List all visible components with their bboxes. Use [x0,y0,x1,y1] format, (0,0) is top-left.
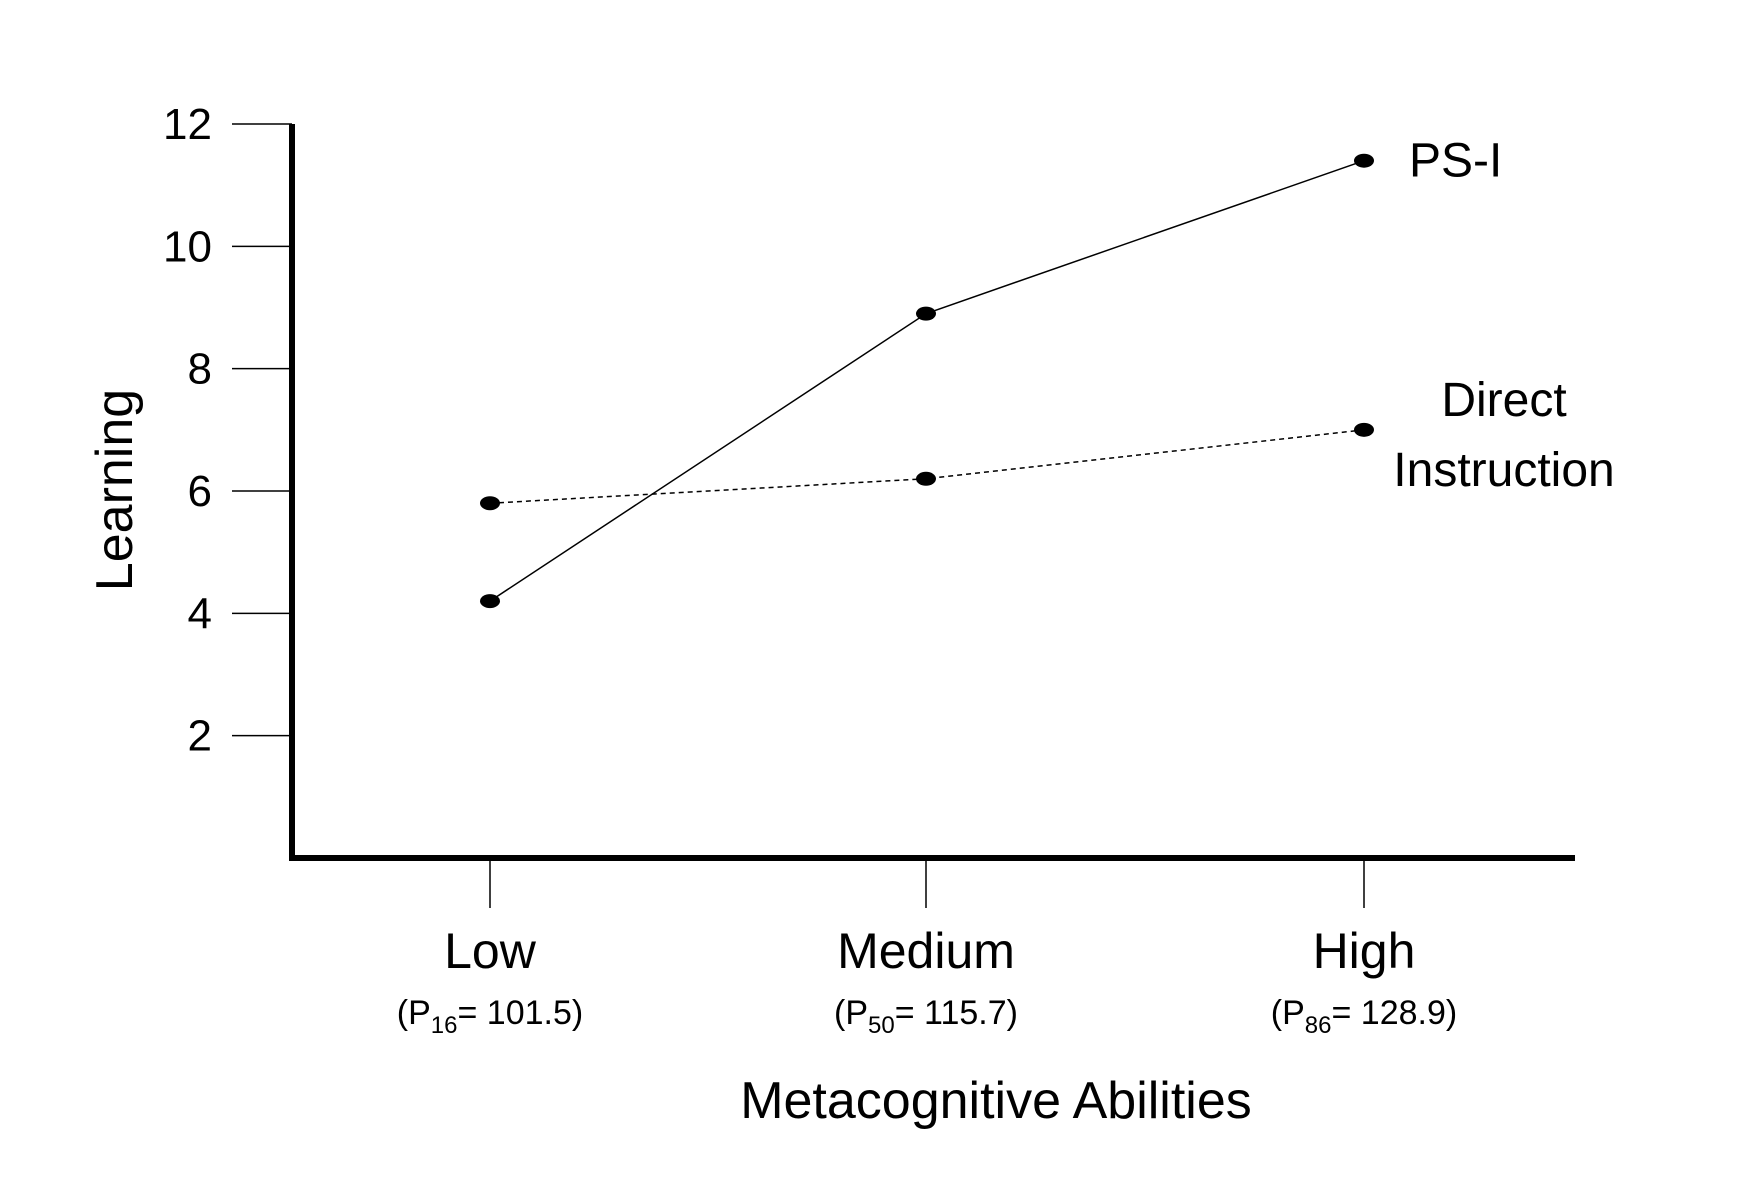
data-point [916,306,936,321]
y-axis: 2 4 6 8 10 12 [163,100,295,861]
x-tick-sublabel: (P86= 128.9) [1271,994,1457,1039]
y-tick-label: 4 [188,589,212,638]
y-tick-label: 6 [188,467,212,516]
y-tick-label: 8 [188,345,212,394]
data-point [916,471,936,486]
y-tick-label: 12 [163,100,212,149]
data-point [480,496,500,511]
series-layer [480,153,1374,609]
y-axis-title: Learning [86,389,144,591]
data-point [1354,422,1374,437]
x-axis-title: Metacognitive Abilities [740,1072,1252,1130]
series-label: PS-I [1409,135,1502,188]
x-tick-label: High [1313,923,1416,979]
y-tick-label: 2 [188,712,212,761]
x-tick-sublabel: (P50= 115.7) [834,994,1018,1039]
x-tick-sublabel: (P16= 101.5) [397,994,583,1039]
x-axis: Low (P16= 101.5) Medium (P50= 115.7) High (P8… [289,855,1575,1039]
series-labels: PS-I Direct Instruction [1393,135,1614,497]
y-tick-label: 10 [163,222,212,271]
data-point [1354,153,1374,168]
x-tick-label: Low [444,923,537,979]
data-point [480,594,500,609]
series-line-2 [489,429,1365,504]
series-line-1 [489,159,1365,602]
series-label: Direct Instruction [1393,374,1614,497]
x-tick-label: Medium [837,923,1015,979]
